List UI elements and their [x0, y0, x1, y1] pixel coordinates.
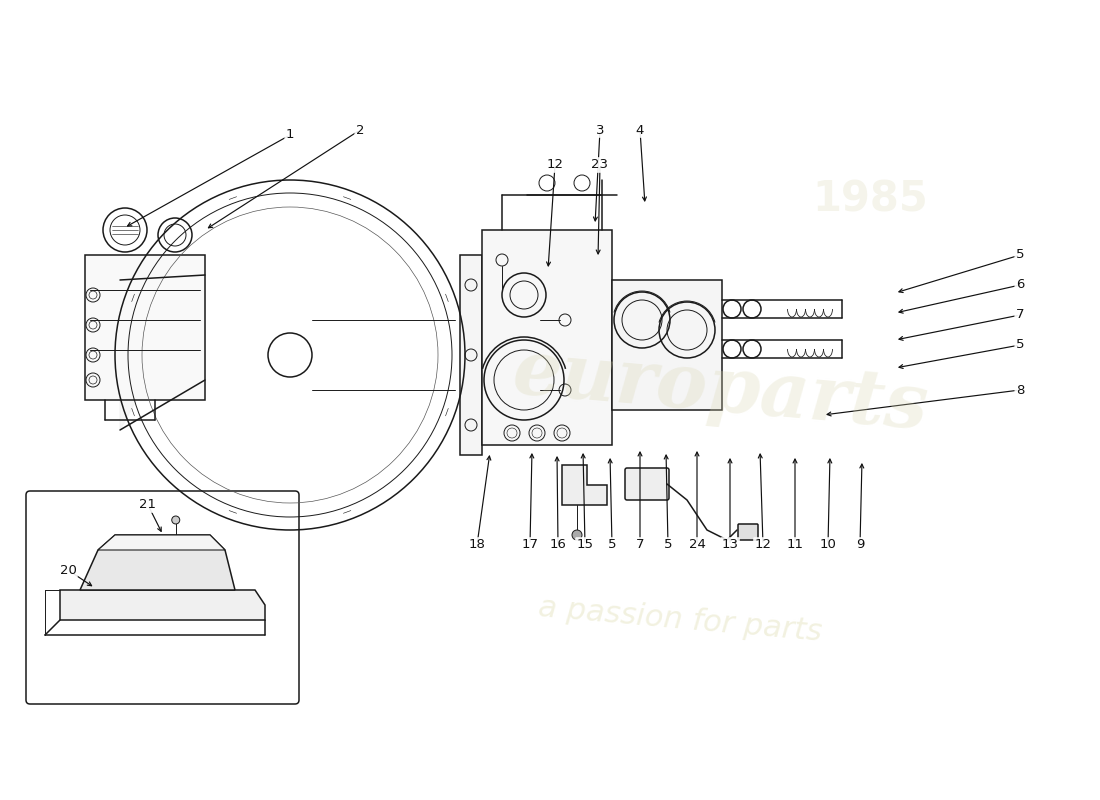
Text: 5: 5 [1015, 338, 1024, 351]
Bar [460, 255, 482, 455]
Polygon shape [98, 535, 226, 550]
Text: 10: 10 [820, 538, 836, 551]
FancyBboxPatch shape [26, 491, 299, 704]
Text: 5: 5 [663, 538, 672, 551]
Text: 3: 3 [596, 123, 604, 137]
Polygon shape [60, 590, 265, 620]
Text: 9: 9 [856, 538, 865, 551]
Polygon shape [562, 465, 607, 505]
Circle shape [172, 516, 179, 524]
Text: 6: 6 [1015, 278, 1024, 291]
Text: europarts: europarts [509, 335, 931, 445]
Polygon shape [80, 535, 235, 590]
Text: 18: 18 [469, 538, 485, 551]
Circle shape [572, 530, 582, 540]
Text: 12: 12 [755, 538, 771, 551]
Bar [85, 255, 205, 400]
Text: 1985: 1985 [812, 179, 928, 221]
Text: 4: 4 [636, 123, 645, 137]
Text: 24: 24 [689, 538, 705, 551]
Text: a passion for parts: a passion for parts [537, 593, 823, 647]
Text: 7: 7 [1015, 309, 1024, 322]
Bar [612, 280, 722, 410]
Text: 8: 8 [1015, 383, 1024, 397]
Text: 21: 21 [140, 498, 156, 511]
Bar [482, 230, 612, 445]
Text: 7: 7 [636, 538, 645, 551]
Polygon shape [120, 275, 205, 430]
Text: 16: 16 [550, 538, 566, 551]
Text: 2: 2 [355, 123, 364, 137]
Text: 17: 17 [521, 538, 539, 551]
Text: 5: 5 [607, 538, 616, 551]
Text: 23: 23 [592, 158, 608, 171]
Text: 20: 20 [59, 563, 76, 577]
FancyBboxPatch shape [738, 524, 758, 540]
Text: 12: 12 [547, 158, 563, 171]
Text: 13: 13 [722, 538, 738, 551]
Text: 5: 5 [1015, 249, 1024, 262]
FancyBboxPatch shape [625, 468, 669, 500]
Text: 15: 15 [576, 538, 594, 551]
Text: 1: 1 [286, 129, 295, 142]
Text: 11: 11 [786, 538, 803, 551]
